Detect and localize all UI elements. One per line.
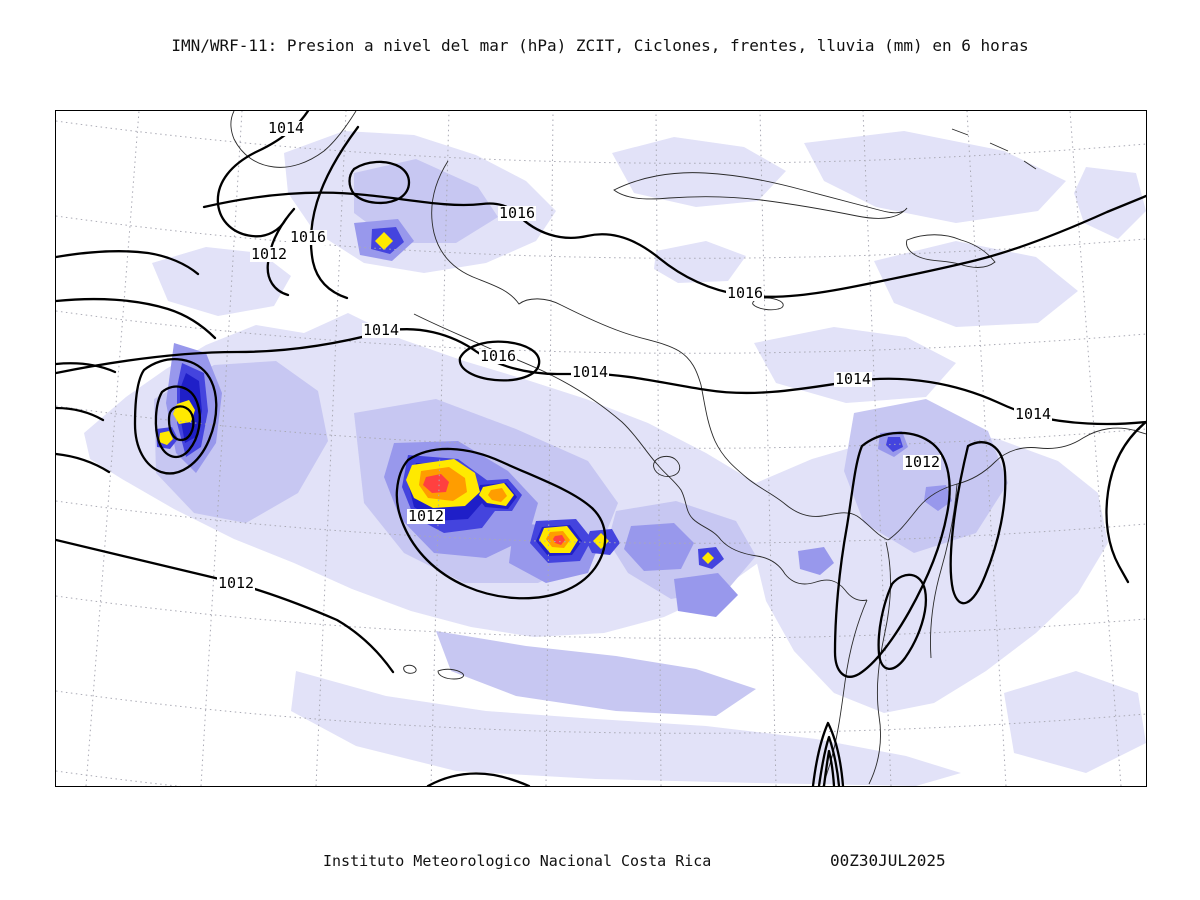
footer-institute: Instituto Meteorologico Nacional Costa R… bbox=[323, 852, 712, 870]
contour-1016-north bbox=[202, 191, 1146, 298]
coast-south-america-north bbox=[887, 427, 1146, 541]
contour-low-west-core bbox=[167, 405, 195, 442]
graticule bbox=[56, 111, 1146, 786]
contour-label: 1014 bbox=[835, 370, 871, 388]
contour-label: 1012 bbox=[904, 453, 940, 471]
coast-hispaniola bbox=[906, 234, 996, 268]
contour-label: 1012 bbox=[408, 507, 444, 525]
coast-cuba bbox=[613, 172, 908, 219]
contour-label: 1014 bbox=[363, 321, 399, 339]
border-line-2 bbox=[930, 483, 958, 659]
contour-label-halo bbox=[571, 365, 609, 380]
contour-label-halo bbox=[479, 349, 517, 364]
contour-1012-colombia-outer bbox=[833, 431, 951, 678]
contour-label-halo bbox=[267, 121, 305, 136]
contour-1012-colombia-east bbox=[949, 441, 1007, 605]
coast-jamaica bbox=[752, 297, 784, 311]
map-frame: 1014 1016 1012 1016 1016 1014 1016 1014 1014 1014… bbox=[55, 110, 1147, 787]
contour-west-edge-2 bbox=[56, 297, 217, 340]
precipitation-shading bbox=[84, 131, 1146, 786]
bahamas-dash-2 bbox=[989, 142, 1009, 152]
contour-1014-right-edge bbox=[1105, 420, 1146, 584]
contour-1012-closed-pacific bbox=[395, 447, 607, 600]
contour-label-halo bbox=[217, 576, 255, 591]
contour-west-edge-1 bbox=[56, 250, 200, 276]
contour-1012-topleft bbox=[266, 207, 296, 297]
islet-1 bbox=[403, 664, 417, 674]
contour-label-halo bbox=[726, 286, 764, 301]
contour-1012-colombia-inner bbox=[877, 573, 927, 670]
contour-label-halo bbox=[407, 509, 445, 524]
contour-1016-topleft bbox=[309, 125, 360, 300]
contour-west-arc-2 bbox=[56, 406, 105, 422]
contour-label: 1016 bbox=[290, 228, 326, 246]
page-title: IMN/WRF-11: Presion a nivel del mar (hPa… bbox=[171, 36, 1029, 55]
lake-nicaragua bbox=[653, 455, 681, 477]
contour-label-halo bbox=[250, 247, 288, 262]
contour-label: 1016 bbox=[499, 204, 535, 222]
contour-chevron-2 bbox=[817, 735, 841, 786]
contour-chevron-3 bbox=[822, 749, 836, 786]
contour-label: 1012 bbox=[218, 574, 254, 592]
contour-label-halo bbox=[289, 230, 327, 245]
islet-2 bbox=[437, 668, 465, 680]
contour-low-west-outer bbox=[133, 358, 218, 475]
footer-timestamp: 00Z30JUL2025 bbox=[830, 851, 946, 870]
contour-label-halo bbox=[1014, 407, 1052, 422]
contour-label: 1016 bbox=[727, 284, 763, 302]
contour-label-halo bbox=[498, 206, 536, 221]
contour-west-arc-3 bbox=[56, 452, 111, 474]
coast-yucatan-caribbean bbox=[431, 160, 889, 541]
contour-label-halo bbox=[903, 455, 941, 470]
contour-chevron-1 bbox=[811, 721, 845, 786]
contour-label: 1014 bbox=[268, 119, 304, 137]
coast-mexico-gulf bbox=[230, 111, 357, 168]
contour-label: 1012 bbox=[251, 245, 287, 263]
contour-low-west-inner bbox=[154, 385, 201, 459]
bahamas-dash-1 bbox=[951, 128, 969, 136]
contour-label: 1014 bbox=[1015, 405, 1051, 423]
contour-bottom-center bbox=[426, 772, 531, 786]
contour-label-halo bbox=[834, 372, 872, 387]
contour-1016-closed-nicaragua bbox=[458, 340, 541, 382]
bahamas-dash-3 bbox=[1023, 160, 1037, 170]
pressure-contours bbox=[56, 111, 1146, 786]
contour-label: 1016 bbox=[480, 347, 516, 365]
contour-label: 1014 bbox=[572, 363, 608, 381]
contour-west-arc-1 bbox=[56, 362, 117, 374]
contour-label-halo bbox=[362, 323, 400, 338]
